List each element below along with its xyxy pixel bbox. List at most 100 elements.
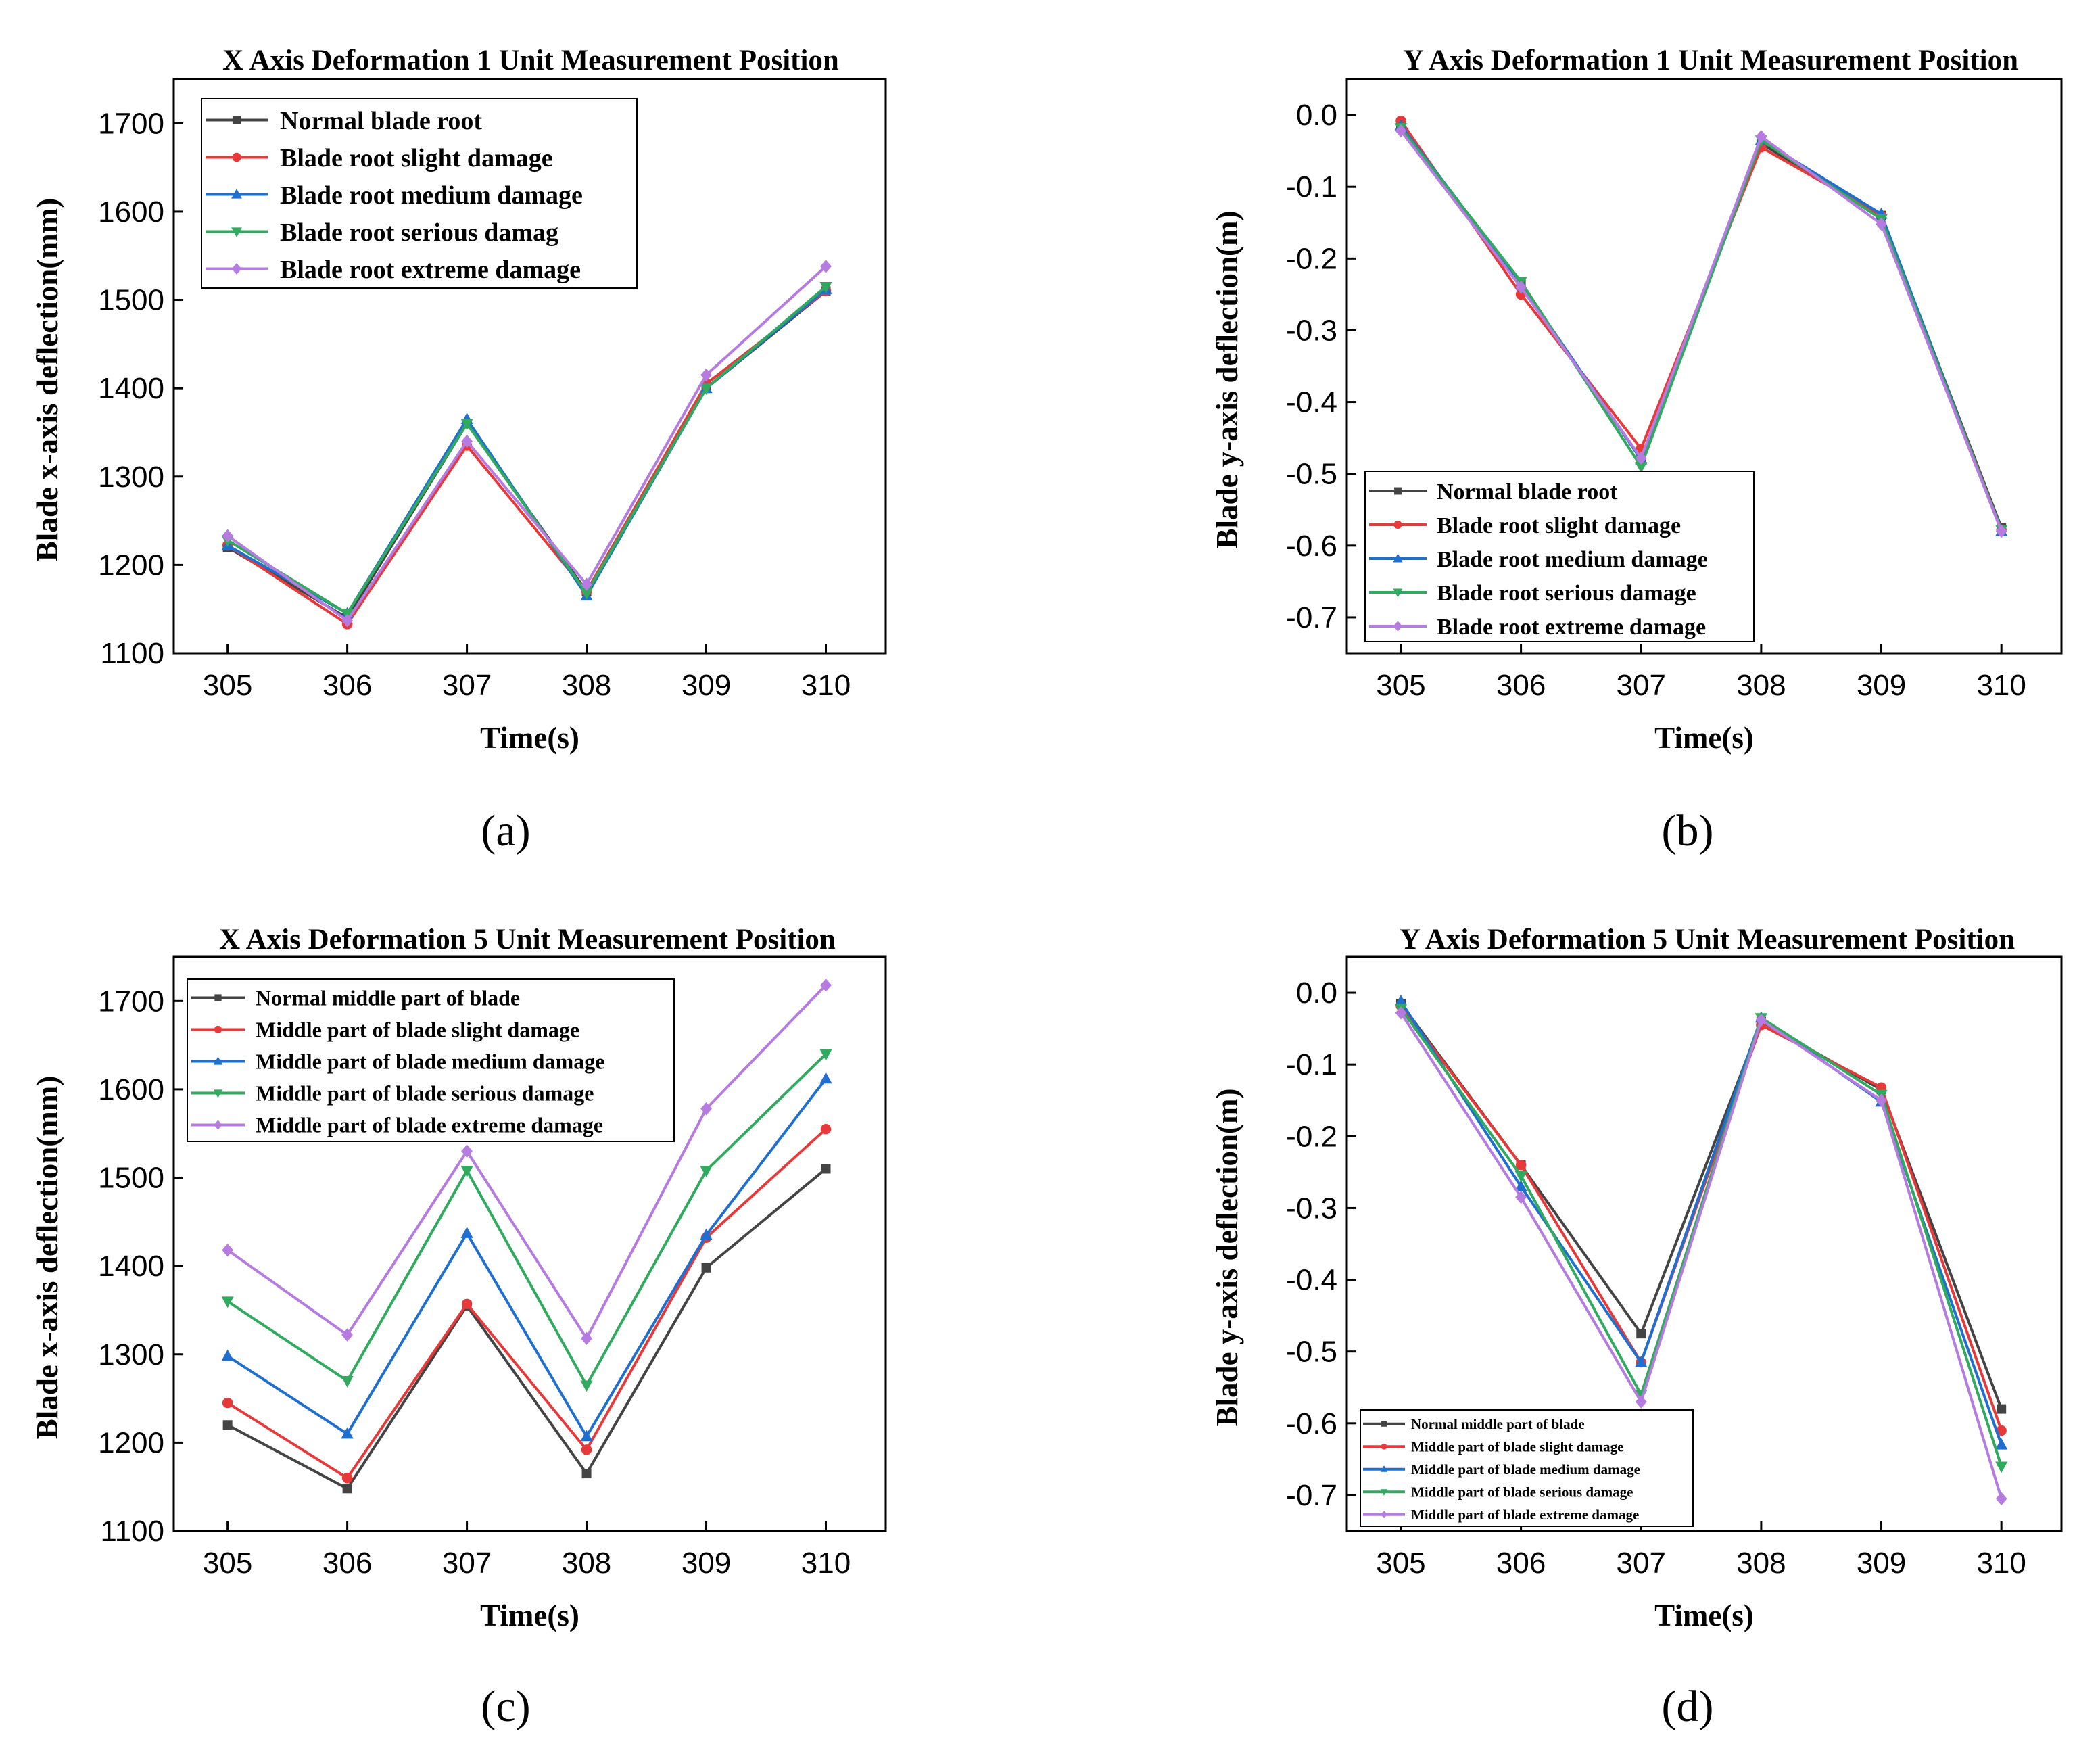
series-normal <box>222 1164 831 1494</box>
y-tick-label: -0.4 <box>1286 386 1337 419</box>
data-point <box>221 1349 234 1361</box>
legend-marker <box>213 1089 223 1098</box>
data-point <box>580 1430 593 1442</box>
data-point <box>341 1375 354 1388</box>
legend-marker <box>214 994 222 1001</box>
x-tick-label: 306 <box>1496 1547 1546 1580</box>
series-line <box>1400 120 2003 531</box>
y-tick-label: 1200 <box>98 1426 164 1459</box>
data-point <box>461 1298 473 1310</box>
series-line <box>1400 1008 2003 1467</box>
series-line <box>226 1078 828 1440</box>
y-tick-label: -0.6 <box>1286 529 1337 563</box>
data-point <box>700 1166 713 1177</box>
legend-label: Middle part of blade serious damage <box>256 1081 594 1106</box>
data-point <box>581 1331 592 1346</box>
legend-item: Blade root medium damage <box>206 181 583 210</box>
y-tick-label: -0.4 <box>1286 1264 1337 1297</box>
x-tick-label: 305 <box>203 1547 252 1580</box>
data-point <box>820 1124 832 1135</box>
legend-label: Middle part of blade extreme damage <box>256 1113 603 1137</box>
series-line <box>1400 1000 2003 1446</box>
data-point <box>581 1444 592 1455</box>
data-point <box>700 1102 712 1116</box>
legend: Normal middle part of blade Middle part o… <box>1360 1409 1694 1527</box>
legend-marker <box>231 188 242 199</box>
panel-caption: (d) <box>1662 1682 1714 1731</box>
x-tick-label: 307 <box>1617 1547 1666 1580</box>
legend-box <box>201 98 638 289</box>
legend-item: Middle part of blade serious damage <box>191 1081 594 1106</box>
legend-marker <box>1380 1489 1388 1496</box>
x-tick-label: 306 <box>323 669 372 702</box>
y-tick-label: -0.2 <box>1286 1120 1337 1153</box>
y-tick-label: 0.0 <box>1296 976 1337 1010</box>
series-line <box>1400 1004 2003 1432</box>
chart-panel-2: Y Axis Deformation 1 Unit Measurement Po… <box>1210 45 2063 855</box>
series-line <box>1400 1012 2003 1499</box>
series-line <box>226 289 827 620</box>
series-normal <box>222 286 831 623</box>
legend-item: Blade root serious damage <box>1369 581 1696 606</box>
chart-title: X Axis Deformation 5 Unit Measurement Po… <box>219 924 836 955</box>
plot-frame <box>172 955 887 1532</box>
chart-panel-4: Y Axis Deformation 5 Unit Measurement Po… <box>1210 924 2063 1731</box>
legend-marker <box>213 1056 223 1065</box>
legend-item: Middle part of blade serious damage <box>1363 1484 1633 1501</box>
legend-marker <box>1381 1511 1387 1519</box>
y-tick-label: 1700 <box>98 985 164 1018</box>
y-axis-label: Blade x-axis deflection(mm) <box>30 1076 64 1439</box>
y-tick-label: 0.0 <box>1296 99 1337 132</box>
legend-label: Blade root serious damage <box>1437 581 1696 606</box>
series-line <box>226 1167 827 1490</box>
legend-label: Middle part of blade slight damage <box>256 1018 579 1042</box>
legend-marker <box>1394 487 1402 495</box>
legend-marker <box>1393 621 1403 632</box>
data-point <box>1995 1492 2007 1506</box>
y-tick-label: -0.5 <box>1286 458 1337 491</box>
y-tick-label: 1600 <box>98 1073 164 1106</box>
legend-marker <box>231 262 242 275</box>
chart-title: X Axis Deformation 1 Unit Measurement Po… <box>222 45 839 76</box>
x-tick-label: 305 <box>1376 1547 1425 1580</box>
y-tick-label: 1700 <box>98 107 164 140</box>
data-point <box>222 1397 233 1409</box>
data-point <box>1515 1160 1527 1171</box>
data-point <box>1514 1179 1527 1191</box>
data-point <box>821 1164 831 1174</box>
x-tick-label: 307 <box>442 1547 492 1580</box>
x-axis-label: Time(s) <box>1654 1599 1754 1632</box>
data-point <box>460 419 473 431</box>
x-axis-label: Time(s) <box>480 1599 579 1632</box>
y-tick-label: -0.7 <box>1286 601 1337 634</box>
x-tick-label: 305 <box>203 669 252 702</box>
series-extreme <box>222 978 832 1346</box>
x-tick-label: 308 <box>562 669 611 702</box>
y-tick-label: -0.3 <box>1286 314 1337 347</box>
x-tick-label: 305 <box>1376 669 1425 702</box>
data-point <box>1996 1425 2007 1436</box>
data-point <box>819 1072 832 1084</box>
y-axis-label: Blade x-axis deflection(mm) <box>30 198 64 561</box>
legend-marker <box>214 1120 222 1130</box>
legend-item: Blade root slight damage <box>206 144 553 172</box>
legend-label: Middle part of blade medium damage <box>256 1049 604 1074</box>
x-tick-label: 309 <box>682 1547 731 1580</box>
data-point <box>222 529 234 543</box>
y-tick-label: -0.5 <box>1286 1336 1337 1369</box>
series-line <box>1400 130 2003 532</box>
legend-marker <box>232 116 241 124</box>
panel-caption: (a) <box>481 806 530 855</box>
legend: Normal middle part of blade Middle part o… <box>187 978 675 1142</box>
series-line <box>1400 126 2003 531</box>
x-tick-label: 310 <box>801 1547 851 1580</box>
data-point <box>341 613 354 628</box>
data-point <box>1995 1461 2008 1473</box>
legend-item: Middle part of blade medium damage <box>1363 1461 1640 1478</box>
data-point <box>580 588 593 600</box>
legend-box <box>1364 471 1755 642</box>
legend-label: Blade root medium damage <box>1437 547 1708 572</box>
plot-frame <box>172 78 887 655</box>
data-point <box>819 1049 832 1061</box>
